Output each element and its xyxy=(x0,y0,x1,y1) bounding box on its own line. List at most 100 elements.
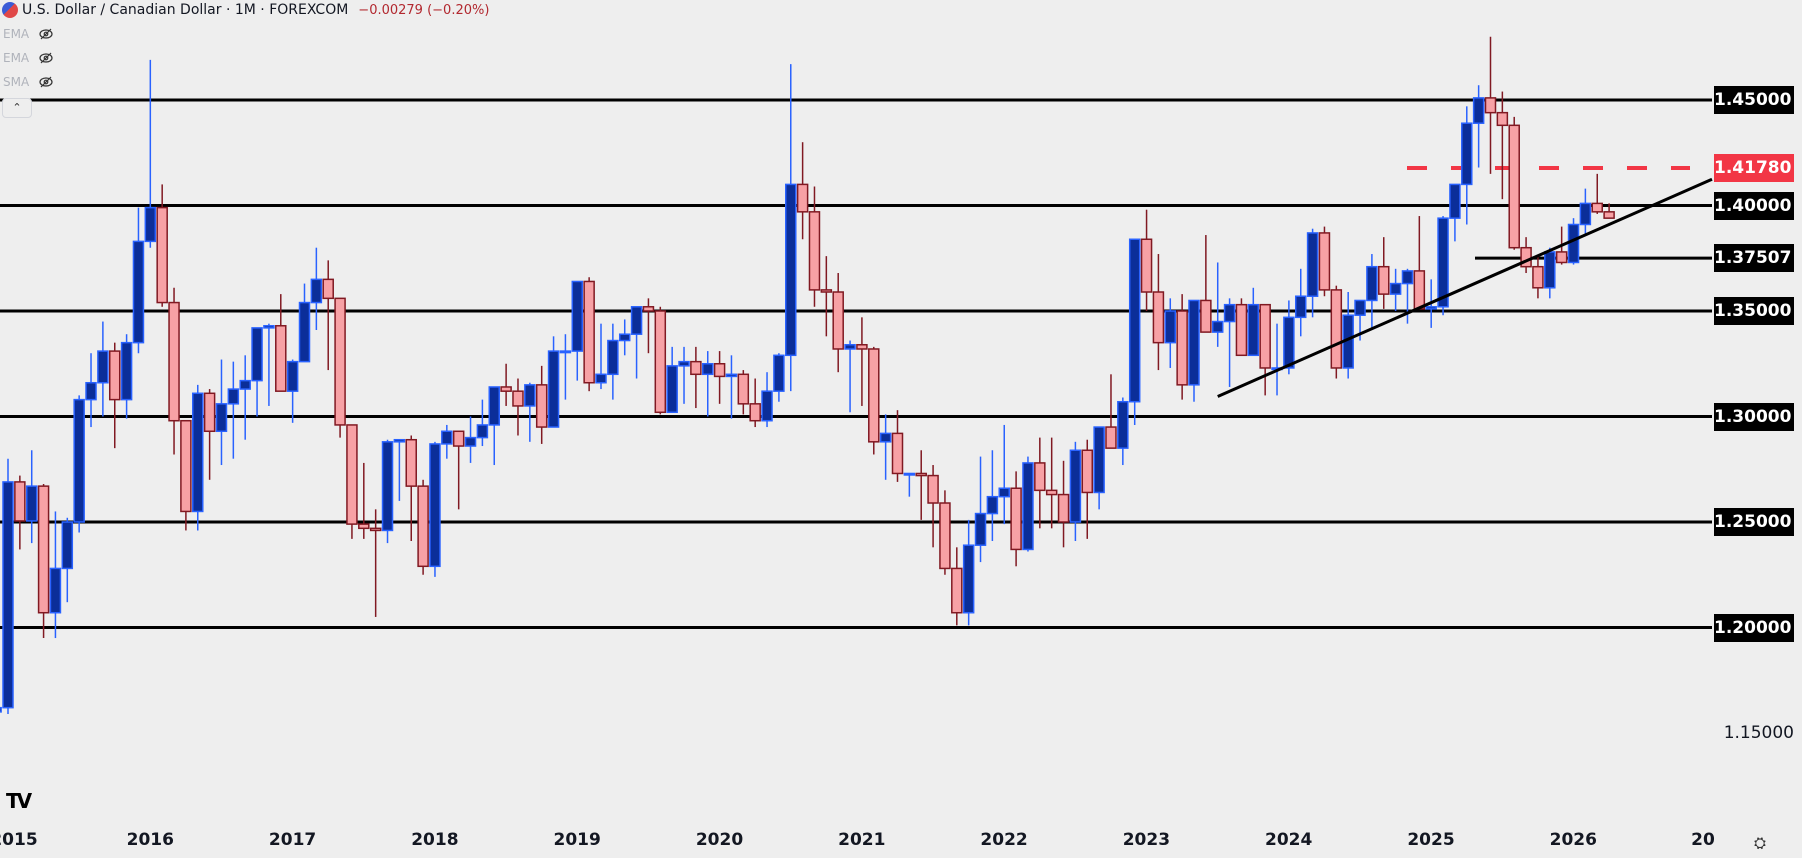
candle xyxy=(298,301,311,363)
candle xyxy=(1532,265,1544,289)
symbol-title[interactable]: U.S. Dollar / Canadian Dollar · 1M · FOR… xyxy=(22,2,349,18)
candle xyxy=(1544,251,1556,289)
candle xyxy=(998,487,1010,498)
candle xyxy=(275,325,287,392)
candle xyxy=(808,211,821,291)
candle xyxy=(239,379,251,390)
time-tick-label: 2025 xyxy=(1407,830,1455,850)
candle xyxy=(286,360,299,392)
indicator-ema-2[interactable]: EMA xyxy=(3,51,53,65)
candle xyxy=(192,392,204,513)
candle xyxy=(713,363,726,378)
candle xyxy=(1567,223,1580,264)
candle xyxy=(915,472,927,477)
candle xyxy=(417,485,429,568)
candle xyxy=(1306,232,1319,297)
eye-off-icon[interactable] xyxy=(39,52,53,64)
candle xyxy=(14,481,26,522)
candle xyxy=(785,183,797,357)
candle xyxy=(168,301,180,422)
candle xyxy=(1022,462,1034,551)
candle xyxy=(334,297,346,426)
candle xyxy=(1354,299,1366,316)
candle xyxy=(97,350,109,384)
candle xyxy=(215,403,228,433)
candle xyxy=(820,289,833,293)
candle xyxy=(761,390,773,422)
candle xyxy=(203,392,216,433)
time-tick-label: 2018 xyxy=(411,830,459,850)
candle xyxy=(73,398,85,523)
candle xyxy=(369,527,382,532)
indicator-sma[interactable]: SMA xyxy=(3,75,53,89)
candle xyxy=(868,348,880,443)
candle xyxy=(346,424,358,525)
candle xyxy=(25,485,38,522)
candle xyxy=(132,240,145,344)
candle xyxy=(1188,299,1200,386)
candle xyxy=(571,280,584,352)
candle xyxy=(1555,251,1568,264)
price-level-tag: 1.30000 xyxy=(1714,402,1794,431)
eye-off-icon[interactable] xyxy=(39,76,53,88)
candle xyxy=(962,544,975,614)
gear-icon[interactable]: ⛭ xyxy=(1754,834,1767,852)
candle xyxy=(251,327,263,382)
price-level-tag: 1.45000 xyxy=(1714,86,1794,114)
candle xyxy=(583,280,595,384)
candle xyxy=(666,365,678,414)
eye-off-icon[interactable] xyxy=(39,28,53,40)
candle xyxy=(393,438,406,443)
candle xyxy=(310,278,323,304)
candle xyxy=(974,512,987,546)
candle xyxy=(476,424,489,439)
candle xyxy=(1318,232,1331,291)
candle xyxy=(773,354,785,392)
candle xyxy=(49,567,62,614)
candle xyxy=(85,381,97,401)
candle xyxy=(939,502,951,570)
drawings xyxy=(1217,177,1713,398)
price-tick-label: 1.15000 xyxy=(1723,723,1794,743)
time-tick-label: 2016 xyxy=(126,830,174,850)
candle xyxy=(429,443,441,568)
candle xyxy=(1045,489,1058,496)
candle xyxy=(464,436,477,447)
candle xyxy=(108,350,121,401)
candle xyxy=(607,339,619,376)
price-level-tag: 1.20000 xyxy=(1714,613,1794,642)
candle xyxy=(524,384,536,407)
candle xyxy=(1496,111,1509,127)
indicator-label: SMA xyxy=(3,75,30,89)
candle xyxy=(1200,299,1212,333)
candle xyxy=(1449,183,1461,219)
price-level-tag: 1.41780 xyxy=(1714,153,1794,182)
candle xyxy=(441,430,453,445)
candle xyxy=(749,403,761,422)
time-tick-label: 2015 xyxy=(0,830,38,850)
trendline[interactable] xyxy=(1217,177,1713,398)
candle xyxy=(701,363,714,376)
candle xyxy=(1413,270,1426,310)
candle xyxy=(1081,449,1094,494)
candles xyxy=(0,36,1615,715)
candle xyxy=(1128,238,1141,403)
candle xyxy=(500,386,512,392)
candle xyxy=(654,310,667,414)
indicator-ema-1[interactable]: EMA xyxy=(3,27,53,41)
candle xyxy=(796,183,809,213)
candle xyxy=(832,291,844,350)
candle xyxy=(1152,291,1165,344)
time-tick-label: 2020 xyxy=(695,830,744,850)
collapse-legend-button[interactable]: ⌃ xyxy=(2,98,32,118)
candle xyxy=(1366,265,1378,302)
candle xyxy=(1484,97,1497,114)
candle xyxy=(1437,217,1449,308)
candle xyxy=(844,344,856,350)
candle xyxy=(1508,124,1520,249)
candle xyxy=(618,333,631,342)
tradingview-logo[interactable]: TV xyxy=(6,789,32,813)
candle xyxy=(1140,238,1153,293)
candle xyxy=(1034,462,1046,492)
